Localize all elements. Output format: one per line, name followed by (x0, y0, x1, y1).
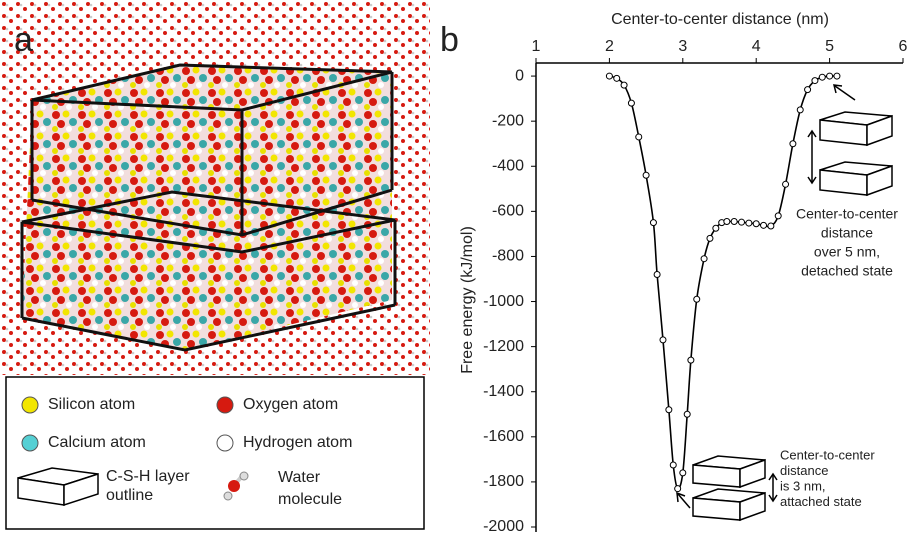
annotation: over 5 nm, (814, 244, 880, 260)
data-point (613, 74, 621, 82)
data-point (620, 81, 628, 89)
legend-label: Hydrogen atom (243, 434, 352, 451)
data-point (605, 72, 613, 80)
data-point (669, 461, 677, 469)
data-point (642, 171, 650, 179)
x-tick-label: 5 (825, 38, 834, 55)
data-point (811, 77, 819, 85)
legend-label: Oxygen atom (243, 396, 338, 413)
data-point (712, 224, 720, 232)
y-tick-label: -1800 (483, 473, 524, 490)
data-point (760, 221, 768, 229)
panel-label: a (14, 21, 33, 59)
data-point (653, 270, 661, 278)
data-point (635, 133, 643, 141)
y-tick-label: -1200 (483, 338, 524, 355)
data-point (789, 140, 797, 148)
y-tick-label: -200 (492, 112, 524, 129)
data-point (767, 222, 775, 230)
y-tick-label: -600 (492, 203, 524, 220)
data-point (683, 410, 691, 418)
annotation: Center-to-center (780, 447, 875, 462)
data-point (774, 212, 782, 220)
legend-label: Calcium atom (48, 434, 146, 451)
annotation: distance (821, 225, 873, 241)
data-point (752, 220, 760, 228)
annotation: attached state (780, 494, 862, 509)
x-tick-label: 6 (899, 38, 908, 55)
y-tick-label: -2000 (483, 518, 524, 532)
data-point (796, 106, 804, 114)
data-point (706, 234, 714, 242)
x-tick-label: 2 (605, 38, 614, 55)
data-point (627, 99, 635, 107)
y-tick-label: 0 (515, 67, 524, 84)
panel-label: b (440, 21, 459, 59)
data-point (730, 217, 738, 225)
data-point (649, 219, 657, 227)
data-point (679, 469, 687, 477)
x-tick-label: 3 (678, 38, 687, 55)
molecular-image: a (0, 0, 430, 375)
y-tick-label: -1600 (483, 428, 524, 445)
data-point (687, 356, 695, 364)
data-point (804, 86, 812, 94)
y-tick-label: -1400 (483, 383, 524, 400)
free-energy-line (609, 75, 837, 490)
legend-label: C-S-H layer (106, 468, 190, 485)
annotation: Center-to-center (796, 206, 898, 222)
legend-label: outline (106, 487, 153, 504)
y-tick-label: -800 (492, 248, 524, 265)
data-point (833, 72, 841, 80)
annotation: distance (780, 463, 828, 478)
data-point (659, 336, 667, 344)
legend: Silicon atom Oxygen atom Calcium atom Hy… (5, 376, 425, 530)
detached-icon (807, 84, 893, 197)
data-point (665, 406, 673, 414)
annotation: is 3 nm, (780, 478, 826, 493)
data-point (782, 180, 790, 188)
data-point (700, 255, 708, 263)
data-point (826, 72, 834, 80)
chart: b Center-to-center distance (nm) Free en… (440, 11, 908, 535)
x-axis-title: Center-to-center distance (nm) (611, 11, 829, 28)
legend-label: Water (278, 469, 321, 486)
data-point (693, 295, 701, 303)
data-point (674, 485, 682, 493)
data-point (818, 73, 826, 81)
data-point (723, 217, 731, 225)
x-tick-label: 4 (752, 38, 761, 55)
legend-label: molecule (278, 491, 342, 508)
y-axis-title: Free energy (kJ/mol) (459, 226, 476, 374)
x-tick-label: 1 (532, 38, 541, 55)
annotation: detached state (801, 263, 893, 279)
y-tick-label: -1000 (483, 293, 524, 310)
y-tick-label: -400 (492, 157, 524, 174)
data-point (745, 219, 753, 227)
attached-icon (676, 455, 778, 522)
data-point (738, 218, 746, 226)
legend-label: Silicon atom (48, 396, 135, 413)
